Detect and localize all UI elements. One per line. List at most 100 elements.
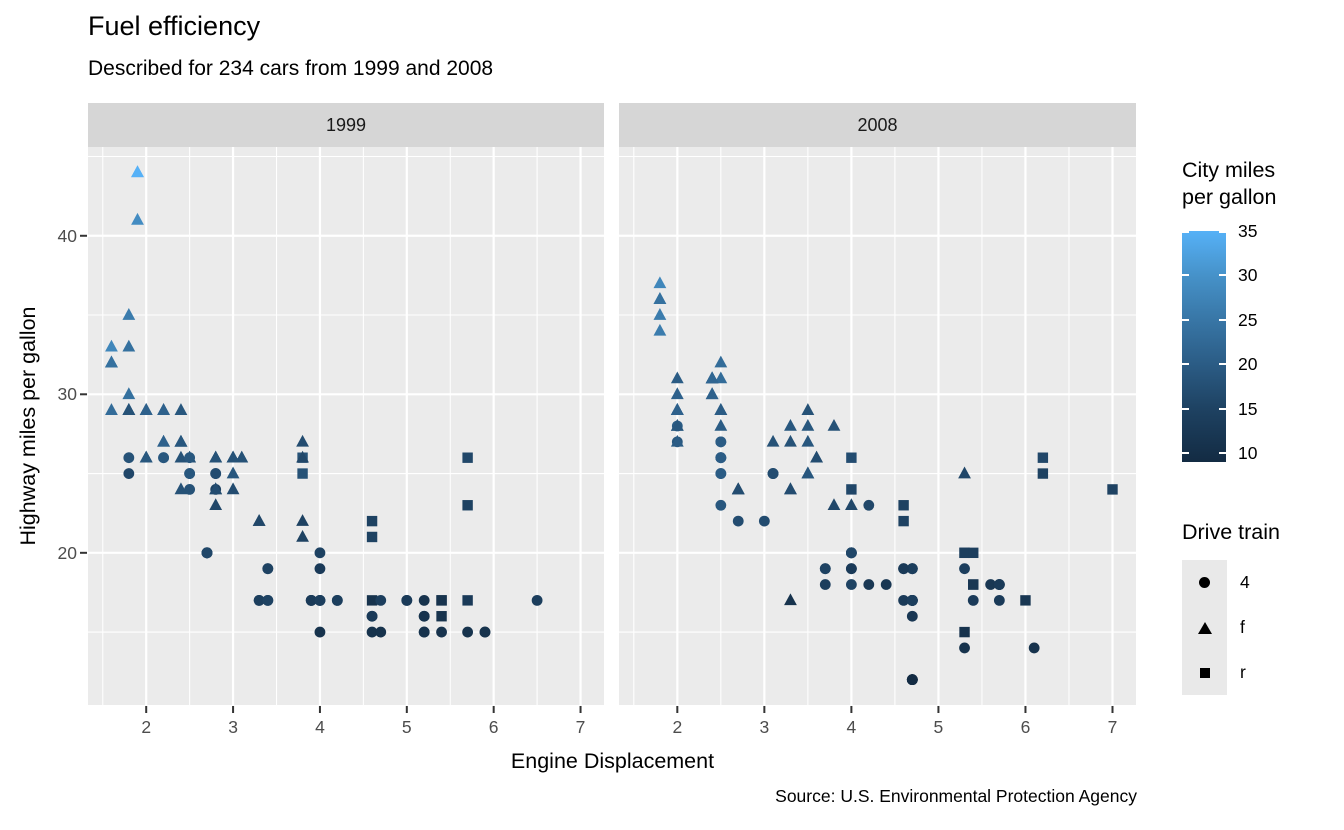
data-point [670,419,684,431]
shape-legend: 4 f r [1182,560,1344,695]
data-point [968,547,979,559]
data-point [305,594,317,606]
data-point [1037,468,1049,479]
colorbar-tick-mark [1219,363,1226,366]
colorbar-tick-label: 35 [1238,221,1258,241]
x-tick-label: 6 [1020,717,1031,737]
data-point [201,547,213,559]
data-point [314,626,326,638]
data-point [209,498,223,511]
data-point [1107,484,1118,495]
data-point [819,579,831,590]
shape-legend-row-4: 4 [1182,560,1344,605]
data-point [331,594,343,606]
data-point [226,466,240,479]
data-point [184,468,196,479]
data-point [174,482,188,495]
data-point [296,529,309,542]
data-point [105,339,118,352]
data-point [714,371,728,384]
x-tick-label: 5 [933,717,944,737]
data-point [959,547,970,559]
x-tick-label: 2 [672,717,683,737]
data-point [715,468,727,479]
data-point [436,626,447,638]
data-point [226,482,240,495]
data-point [174,403,188,415]
colorbar-tick-mark [1219,231,1226,233]
data-point [784,593,797,606]
data-point [462,500,473,511]
x-tick-label: 7 [1107,717,1118,737]
data-point [401,594,413,606]
data-point [123,468,135,479]
data-point [653,292,667,304]
data-point [296,450,309,463]
data-point [845,579,857,590]
data-point [715,499,727,511]
data-point [906,563,918,575]
data-point [235,450,249,463]
data-point [184,484,196,495]
data-point [810,450,823,463]
data-point [418,594,430,606]
shape-legend-label: r [1240,662,1246,682]
data-point [714,419,728,431]
legend-key-box [1182,560,1227,605]
colorbar-tick-mark [1182,318,1189,321]
data-point [863,499,875,511]
y-tick-label: 30 [57,384,77,405]
data-point [366,515,378,527]
data-point [479,626,491,638]
y-axis-title: Highway miles per gallon [16,306,40,546]
data-point [801,403,815,415]
data-point [844,498,858,511]
colorbar-tick-mark [1219,407,1226,410]
data-point [436,611,447,622]
data-point [959,642,970,654]
facet-strip-1999: 1999 [88,103,604,147]
data-point [375,626,387,638]
x-tick-label: 3 [228,717,238,737]
data-point [314,547,326,559]
shape-legend-title: Drive train [1182,520,1280,544]
data-point [209,482,223,495]
square-icon [1199,667,1210,678]
data-point [174,450,188,463]
shape-legend-label: f [1240,617,1245,637]
data-point [174,434,188,447]
data-point [863,579,875,590]
x-tick-label: 3 [759,717,770,737]
source-caption: Source: U.S. Environmental Protection Ag… [775,786,1137,806]
data-point [184,452,196,464]
colorbar-tick-mark [1182,407,1189,410]
data-point [158,452,169,464]
data-point [845,547,857,559]
panel-background [619,147,1136,705]
x-tick-label: 7 [575,717,586,737]
colorbar-tick-mark [1182,363,1189,366]
data-point [226,450,240,463]
facet-label-1999: 1999 [325,114,367,135]
data-point [898,500,909,511]
data-point [296,434,309,447]
data-point [262,594,274,606]
data-point [653,308,667,320]
data-point [375,594,387,606]
data-point [366,531,378,543]
data-point [906,610,918,622]
data-point [122,308,136,320]
data-point [262,563,274,575]
colorbar-tick-mark [1182,274,1189,277]
data-point [209,450,223,463]
color-gradient-bar [1182,231,1226,462]
data-point [732,515,744,527]
data-point [880,579,892,590]
data-point [993,594,1005,606]
data-point [967,594,979,606]
data-point [157,403,170,415]
data-point [131,212,144,225]
data-point [366,626,378,638]
data-point [139,403,153,415]
data-point [801,419,815,431]
